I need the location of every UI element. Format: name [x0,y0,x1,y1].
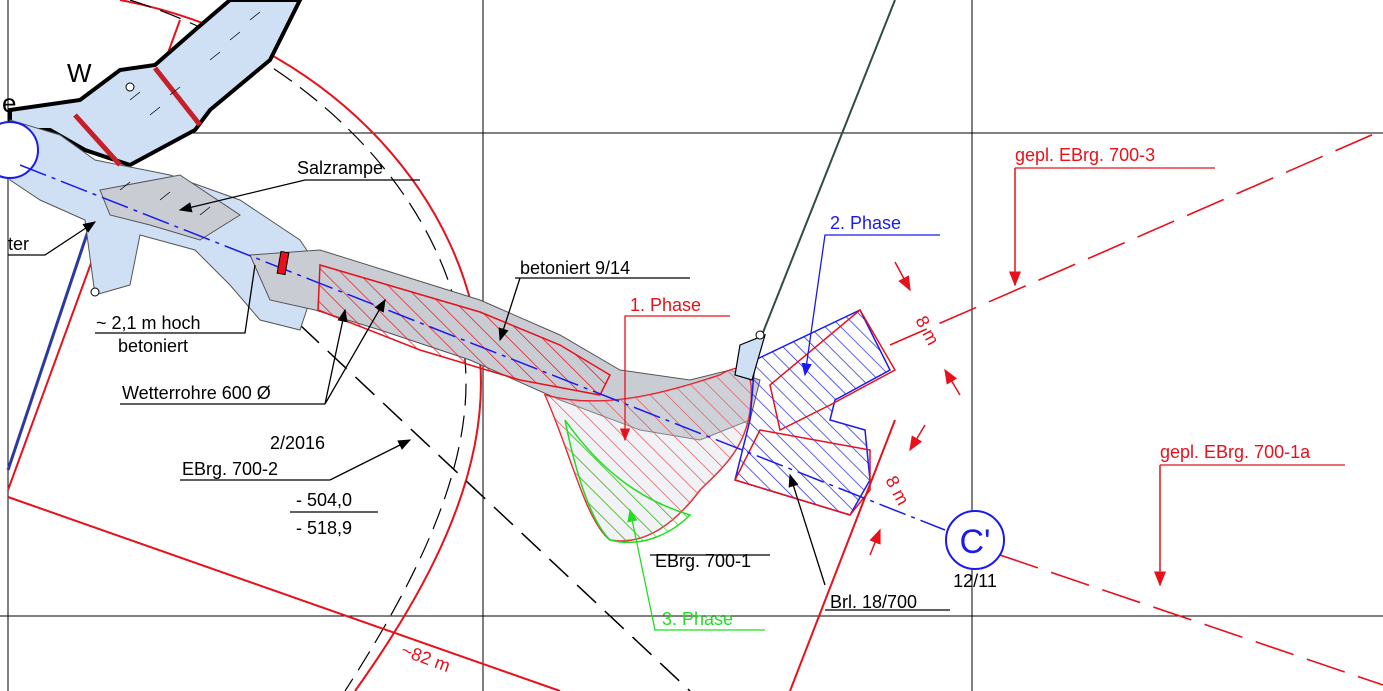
phase-3-area [564,419,692,544]
label-8m-lower: 8 m [881,472,913,508]
label-gepl-700-1a: gepl. EBrg. 700-1a [1160,442,1311,462]
label-ter: ter [8,234,29,254]
section-marker: C' 12/11 [945,510,1005,591]
label-hoch: ~ 2,1 m hoch [96,313,201,333]
section-ref-label: 12/11 [953,571,997,591]
label-date: 2/2016 [270,433,325,453]
label-82m: ~82 m [399,640,453,676]
label-phase-3: 3. Phase [662,609,733,629]
label-depth-2: - 518,9 [296,518,352,538]
label-depth-1: - 504,0 [296,490,352,510]
label-phase-2: 2. Phase [830,213,901,233]
dimension-lines [869,168,1166,587]
red-hatched-drift [317,264,611,396]
upper-structure [0,0,321,331]
red-marker [276,250,290,276]
section-marker-label: C' [959,523,990,561]
label-8m-upper: 8 m [911,312,943,348]
pole [734,333,766,381]
label-wetterrohre: Wetterrohre 600 Ø [122,383,271,403]
label-ebrg-700-1: EBrg. 700-1 [655,551,751,571]
phase-2-area [734,309,891,516]
label-salzrampe: Salzrampe [297,158,383,178]
blue-axis-line [6,209,97,471]
label-gepl-700-3: gepl. EBrg. 700-3 [1015,145,1155,165]
label-betoniert-9-14: betoniert 9/14 [520,258,630,278]
phase-2-lower-red [733,429,871,516]
leader-lines [8,179,950,611]
phase-leaders [619,167,1345,631]
teal-line [759,0,896,341]
label-w: W [67,58,92,88]
center-line [19,164,946,531]
black-dashed-diagonal [299,324,691,691]
red-dashed-line-lower [999,554,1383,686]
label-phase-1: 1. Phase [630,295,701,315]
label-brl: Brl. 18/700 [830,592,917,612]
label-betoniert: betoniert [118,336,188,356]
label-ebrg-700-2: EBrg. 700-2 [182,459,278,479]
label-e: e [2,88,16,118]
phase-2-outline-red [769,308,897,432]
red-dashed-line-upper [889,129,1383,346]
